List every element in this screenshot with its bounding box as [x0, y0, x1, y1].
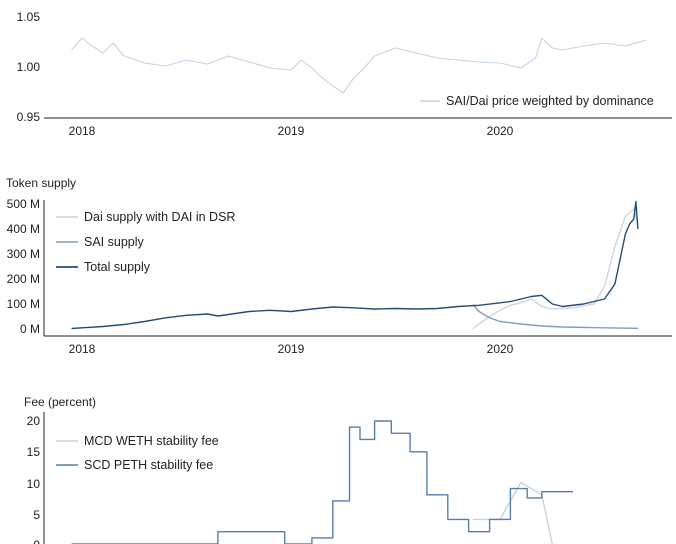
p1-xtick-label: 2019	[278, 124, 305, 138]
p1-xtick-label: 2020	[487, 124, 514, 138]
p2-series-line-2	[71, 200, 639, 330]
p2-ytick-label: 0 M	[20, 322, 40, 336]
p3-legend-label: SCD PETH stability fee	[84, 458, 213, 472]
supply-panel: Token supply 500 M 400 M 300 M 200 M 100…	[6, 176, 672, 356]
p2-ytick-label: 300 M	[7, 247, 40, 261]
fee-panel: Fee (percent) 20 15 10 5 0 MCD WETH stab…	[24, 395, 574, 544]
p2-xtick-label: 2018	[69, 342, 96, 356]
p2-xtick-label: 2020	[487, 342, 514, 356]
p2-ytick-label: 100 M	[7, 297, 40, 311]
p3-series-line-0	[472, 481, 553, 544]
p2-y-axis-label: Token supply	[6, 176, 76, 190]
p3-series-line-1	[71, 420, 574, 544]
p1-ytick-label: 1.00	[17, 60, 41, 74]
p2-legend-label: Dai supply with DAI in DSR	[84, 210, 235, 224]
p2-legend-label: Total supply	[84, 260, 151, 274]
p3-series-group	[71, 420, 574, 544]
p2-legend-label: SAI supply	[84, 235, 145, 249]
p3-ytick-label: 20	[27, 414, 41, 428]
p3-ytick-label: 0	[33, 538, 40, 544]
p1-ytick-label: 0.95	[17, 110, 41, 124]
p3-ytick-label: 15	[27, 445, 41, 459]
p3-ytick-label: 5	[33, 508, 40, 522]
p1-series-group	[71, 37, 647, 94]
p3-y-axis-label: Fee (percent)	[24, 395, 96, 409]
p1-xtick-label: 2018	[69, 124, 96, 138]
p1-series-line-0	[71, 37, 647, 94]
p2-ytick-label: 500 M	[7, 197, 40, 211]
price-panel: 1.05 1.00 0.95 2018 2019 2020 SAI/Dai pr…	[17, 10, 672, 138]
p2-ytick-label: 400 M	[7, 222, 40, 236]
p2-ytick-label: 200 M	[7, 272, 40, 286]
p1-legend-label: SAI/Dai price weighted by dominance	[446, 94, 654, 108]
p2-series-group	[71, 200, 639, 330]
p3-legend-label: MCD WETH stability fee	[84, 434, 219, 448]
p2-series-line-1	[472, 304, 638, 329]
p3-ytick-label: 10	[27, 477, 41, 491]
p2-xtick-label: 2019	[278, 342, 305, 356]
p2-series-line-0	[472, 208, 639, 330]
p1-ytick-label: 1.05	[17, 10, 41, 24]
